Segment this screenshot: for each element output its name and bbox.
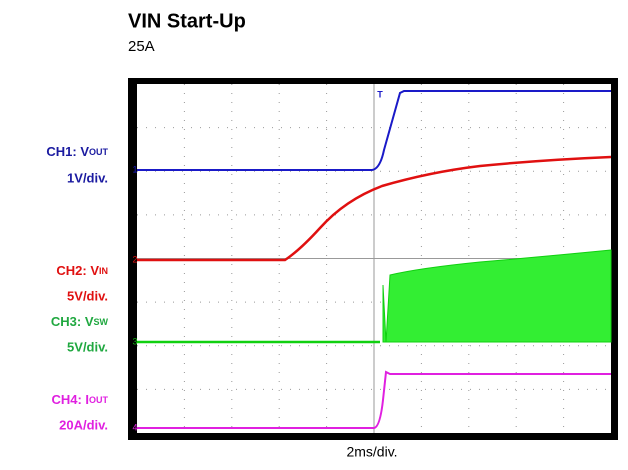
marker: 2 — [132, 254, 137, 264]
figure: VIN Start-Up 25A 1 2 3 4 T CH1: VOUT 1V/… — [0, 0, 628, 465]
time-scale: 2ms/div. — [346, 444, 397, 460]
subtitle: 25A — [128, 38, 155, 55]
channel-scale: 5V/div. — [67, 339, 108, 354]
channel-label: CH1: VOUT — [46, 144, 108, 159]
title: VIN Start-Up — [128, 10, 246, 32]
marker: 1 — [132, 164, 137, 174]
trigger-marker: T — [377, 89, 383, 99]
channel-scale: 5V/div. — [67, 288, 108, 303]
channel-label: CH4: IOUT — [51, 392, 108, 407]
page: VIN Start-Up 25A 1 2 3 4 T CH1: VOUT 1V/… — [0, 0, 628, 465]
marker: 3 — [132, 336, 137, 346]
channel-label: CH2: VIN — [56, 263, 108, 278]
marker: 4 — [132, 422, 137, 432]
channel-scale: 1V/div. — [67, 170, 108, 185]
channel-scale: 20A/div. — [59, 417, 108, 432]
channel-label: CH3: VSW — [51, 314, 109, 329]
channel-labels: CH1: VOUT 1V/div. CH2: VIN 5V/div. CH3: … — [46, 144, 108, 432]
